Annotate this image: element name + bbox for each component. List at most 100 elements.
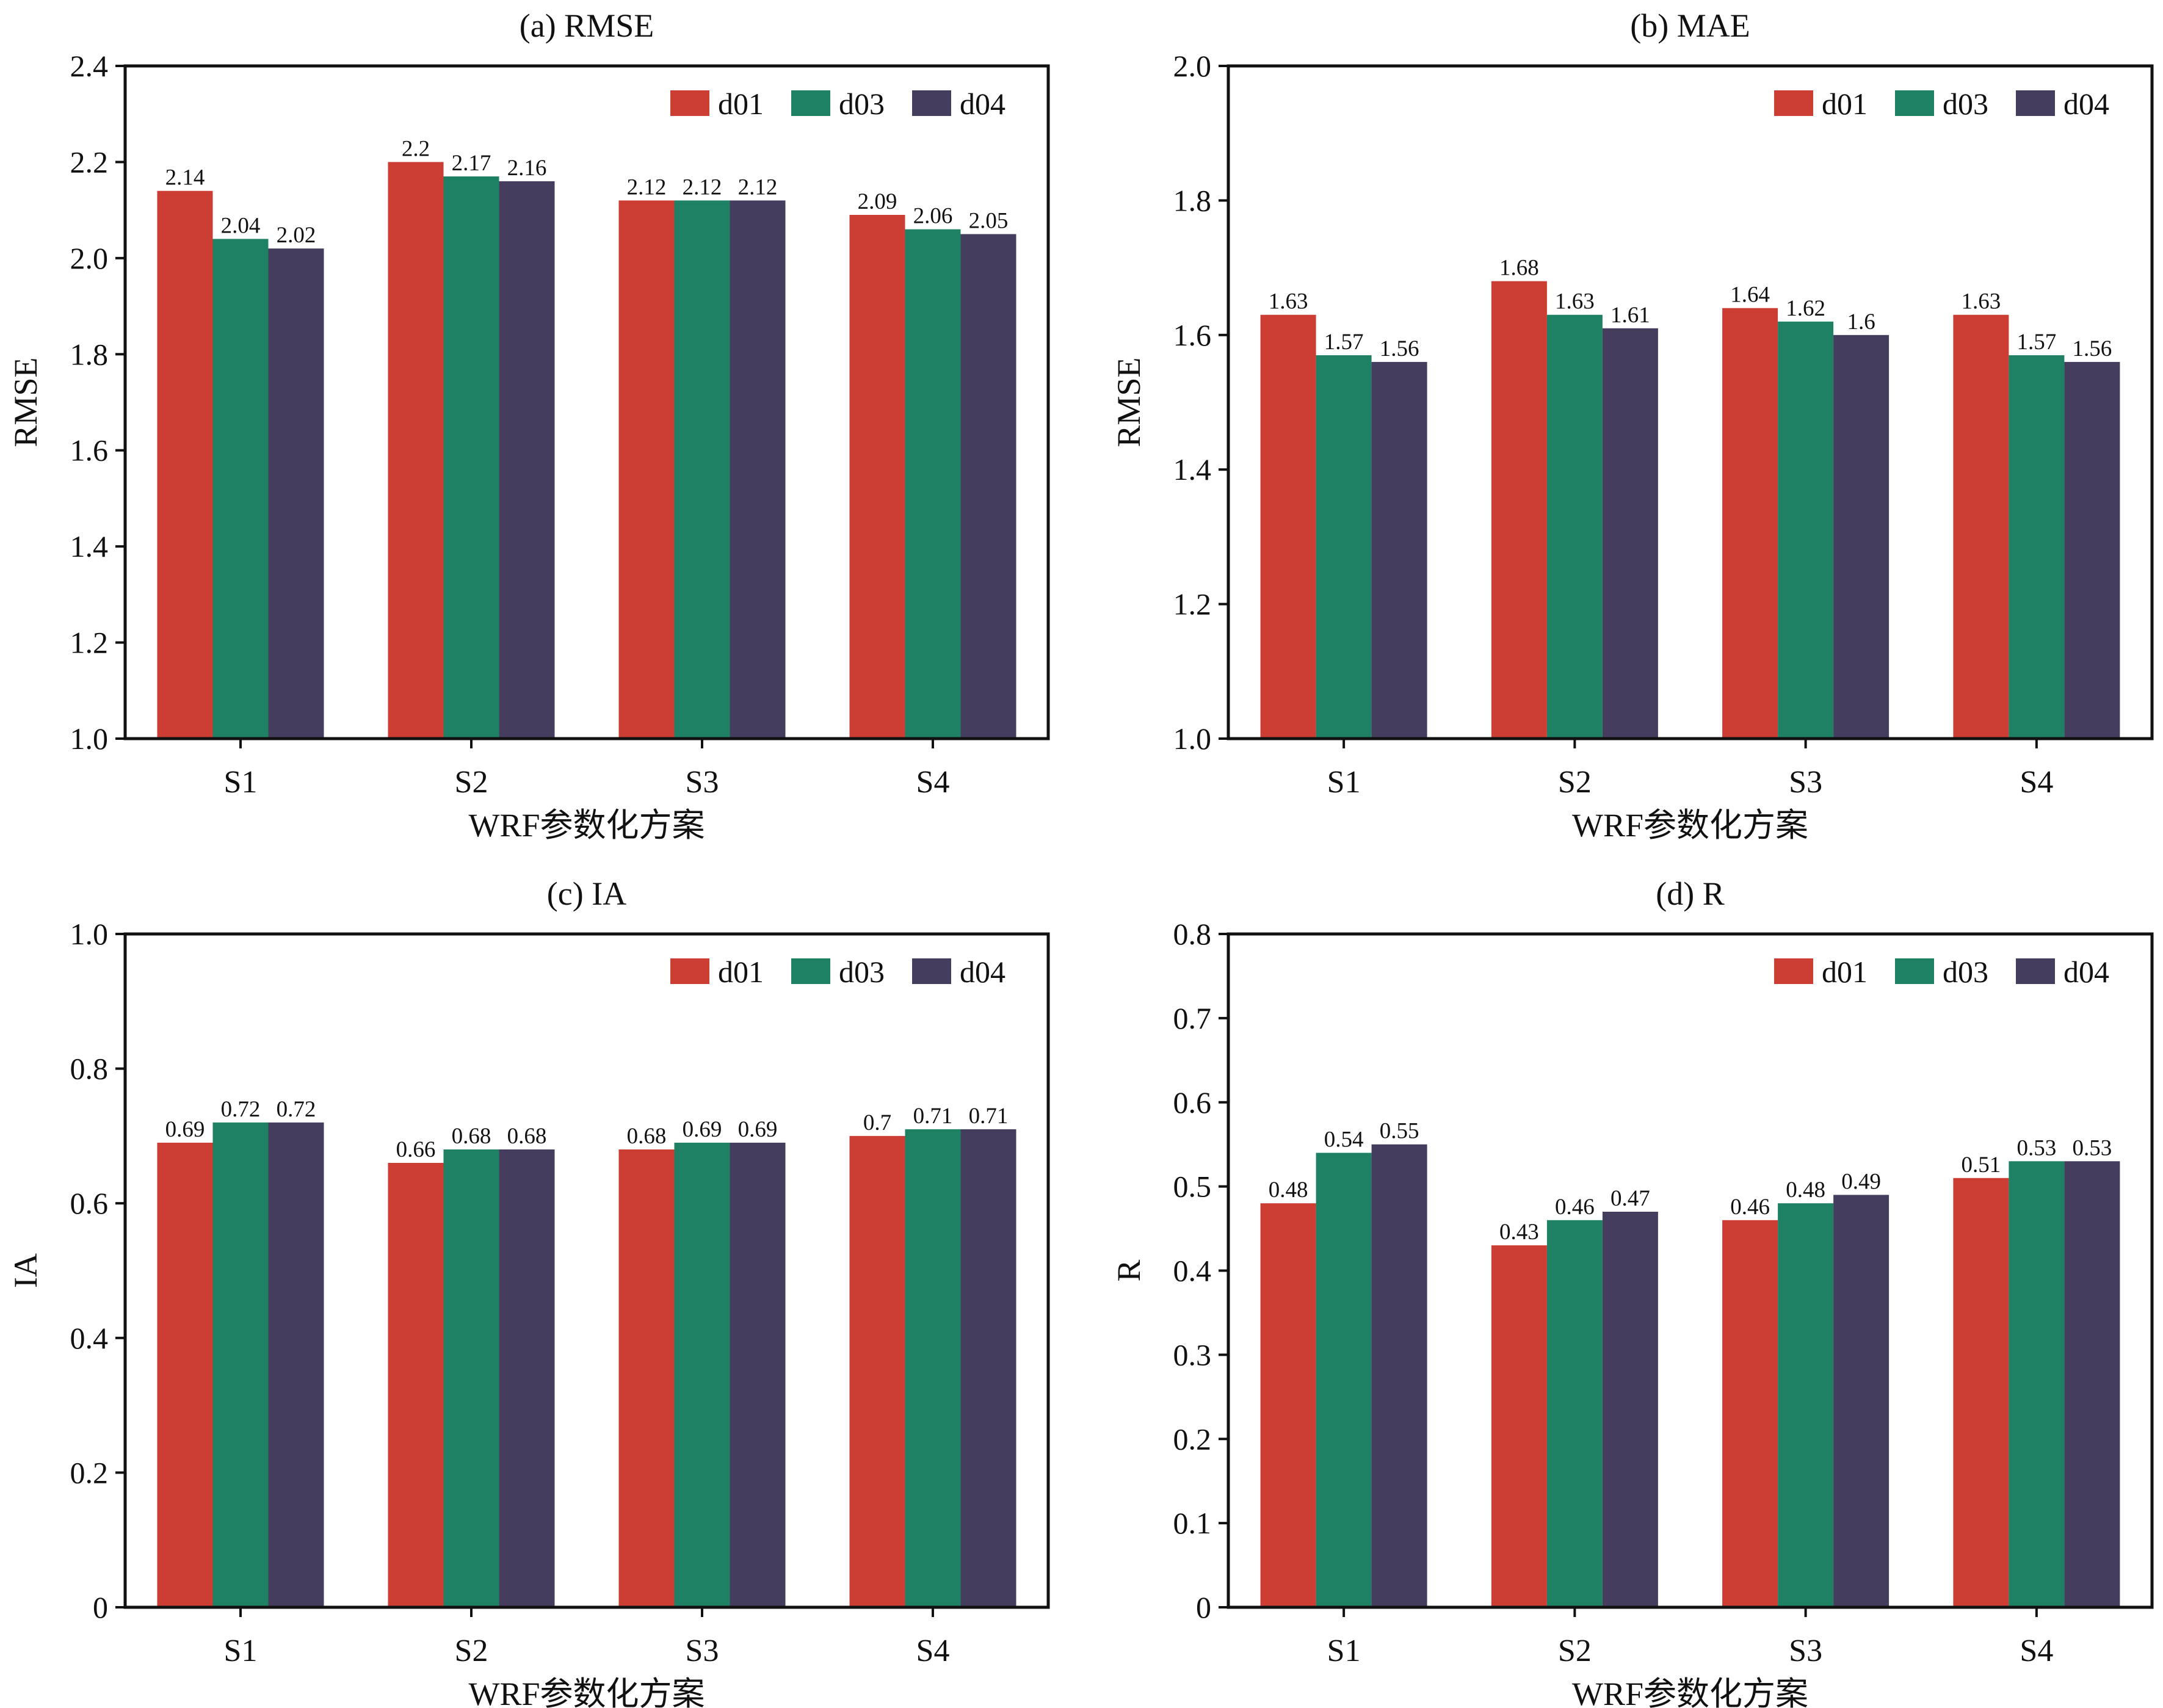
data-label: 0.66 — [396, 1137, 436, 1162]
y-tick-label: 1.0 — [70, 917, 109, 951]
data-label: 1.6 — [1847, 309, 1875, 335]
data-label: 1.63 — [1962, 289, 2001, 314]
legend-swatch-d04 — [912, 958, 951, 984]
data-label: 0.72 — [221, 1097, 261, 1122]
y-tick-label: 0.4 — [70, 1321, 109, 1355]
legend-label-d01: d01 — [1822, 955, 1868, 989]
legend-swatch-d04 — [912, 90, 951, 116]
legend-label-d04: d04 — [2063, 955, 2109, 989]
bar-d01-S4 — [849, 1135, 905, 1607]
legend: d01 d03 d04 — [1774, 87, 2109, 121]
y-tick-label: 0.2 — [70, 1455, 109, 1489]
bar-d01-S2 — [1491, 281, 1547, 739]
data-label: 1.64 — [1730, 283, 1770, 308]
x-tick-label: S4 — [2020, 765, 2053, 800]
legend: d01 d03 d04 — [1774, 955, 2109, 989]
y-axis-label: RMSE — [7, 357, 44, 447]
y-tick-label: 1.2 — [70, 626, 109, 660]
data-label: 2.05 — [969, 209, 1009, 234]
data-label: 2.02 — [277, 223, 316, 248]
y-axis-label: IA — [7, 1253, 44, 1288]
data-label: 0.54 — [1324, 1127, 1364, 1153]
y-tick-label: 0.7 — [1173, 1001, 1212, 1035]
x-tick-label: S1 — [1327, 1634, 1361, 1668]
bar-d04-S2 — [1602, 1212, 1658, 1607]
y-tick-label: 0.8 — [70, 1052, 109, 1086]
bar-d03-S1 — [212, 239, 269, 739]
data-label: 1.63 — [1269, 289, 1308, 314]
bar-d04-S1 — [1371, 1144, 1427, 1607]
legend-swatch-d03 — [791, 90, 830, 116]
bar-d03-S3 — [1778, 321, 1834, 739]
bar-d03-S2 — [1546, 1220, 1603, 1607]
y-tick-label: 1.0 — [1173, 722, 1212, 756]
data-label: 0.68 — [627, 1124, 667, 1149]
bar-d04-S4 — [960, 234, 1016, 739]
y-tick-label: 0 — [1196, 1590, 1211, 1624]
data-label: 1.56 — [1380, 336, 1419, 361]
y-tick-label: 2.0 — [70, 241, 109, 275]
y-tick-label: 0.8 — [1173, 917, 1212, 951]
y-axis-label: RMSE — [1110, 357, 1147, 447]
x-tick-label: S4 — [916, 1634, 950, 1668]
legend-swatch-d01 — [1774, 90, 1813, 116]
data-label: 2.2 — [402, 136, 430, 161]
y-tick-label: 1.6 — [1173, 318, 1212, 352]
y-tick-label: 1.8 — [1173, 183, 1212, 217]
bar-d03-S3 — [674, 1142, 730, 1607]
data-label: 1.56 — [2073, 336, 2112, 361]
x-tick-label: S4 — [916, 765, 950, 800]
legend: d01 d03 d04 — [670, 87, 1005, 121]
legend-label-d03: d03 — [1943, 955, 1988, 989]
bar-d03-S4 — [2009, 1161, 2065, 1607]
legend: d01 d03 d04 — [670, 955, 1005, 989]
data-label: 0.72 — [277, 1097, 316, 1122]
panel-title: (b) MAE — [1630, 7, 1750, 44]
legend-swatch-d03 — [1895, 958, 1934, 984]
y-tick-label: 2.4 — [70, 49, 109, 83]
data-label: 0.53 — [2073, 1135, 2112, 1160]
bar-d01-S1 — [1260, 1203, 1316, 1607]
legend-swatch-d01 — [670, 90, 709, 116]
y-tick-label: 0.3 — [1173, 1337, 1212, 1372]
legend-label-d01: d01 — [718, 955, 764, 989]
bar-d04-S3 — [730, 200, 786, 739]
bar-d01-S4 — [1953, 1178, 2009, 1607]
data-label: 2.12 — [627, 175, 667, 200]
legend-label-d03: d03 — [1943, 87, 1988, 121]
bar-d03-S2 — [443, 176, 499, 739]
x-tick-label: S3 — [686, 1634, 719, 1668]
y-tick-label: 1.4 — [1173, 452, 1212, 487]
bar-d04-S1 — [268, 1122, 324, 1607]
chart-panel-4: 0.48 0.43 0.46 0.51 0.54 0.46 0.48 0.53 0.55 0.47… — [1110, 875, 2154, 1708]
x-axis-label: WRF参数化方案 — [468, 807, 705, 844]
x-axis-label: WRF参数化方案 — [1572, 1676, 1808, 1708]
x-tick-label: S3 — [1789, 765, 1822, 800]
y-tick-label: 1.6 — [70, 433, 109, 468]
data-label: 2.06 — [913, 204, 953, 229]
bar-d03-S4 — [905, 229, 961, 739]
legend-label-d04: d04 — [960, 87, 1005, 121]
y-tick-label: 0 — [93, 1590, 108, 1624]
y-tick-label: 1.2 — [1173, 587, 1212, 621]
data-label: 0.53 — [2017, 1135, 2057, 1160]
data-label: 0.43 — [1499, 1220, 1539, 1245]
bar-d01-S1 — [157, 1142, 213, 1607]
data-label: 0.51 — [1962, 1153, 2001, 1178]
data-label: 0.48 — [1269, 1178, 1308, 1203]
bar-d03-S1 — [212, 1122, 269, 1607]
y-tick-label: 2.0 — [1173, 49, 1212, 83]
data-label: 0.68 — [507, 1124, 547, 1149]
data-label: 0.49 — [1841, 1169, 1881, 1194]
plot-frame — [123, 64, 1050, 740]
y-tick-label: 0.1 — [1173, 1506, 1212, 1540]
bar-d03-S2 — [443, 1149, 499, 1607]
x-tick-label: S1 — [1327, 765, 1361, 800]
legend-label-d04: d04 — [960, 955, 1005, 989]
bar-d01-S3 — [618, 200, 675, 739]
x-axis-label: WRF参数化方案 — [468, 1676, 705, 1708]
data-label: 0.46 — [1730, 1195, 1770, 1220]
data-label: 0.47 — [1610, 1186, 1650, 1211]
data-label: 0.55 — [1380, 1119, 1419, 1144]
